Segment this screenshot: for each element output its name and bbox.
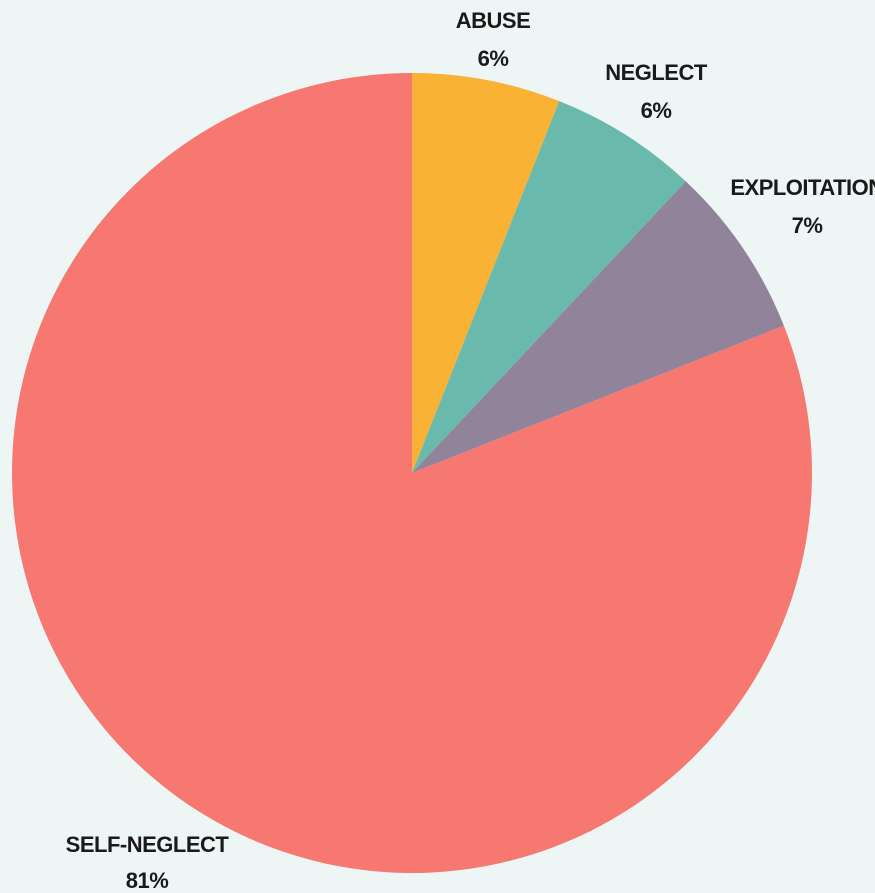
slice-label-name: SELF-NEGLECT — [66, 832, 230, 857]
pie-labels: ABUSE 6% NEGLECT 6% EXPLOITATION 7% SELF-NEGLE… — [66, 8, 875, 893]
slice-label-value: 7% — [792, 213, 823, 238]
slice-label-value: 6% — [478, 46, 509, 71]
pie-slice-self-neglect — [11, 73, 812, 874]
pie-slice-abuse — [412, 73, 560, 473]
slice-label-name: EXPLOITATION — [730, 175, 875, 200]
pie-slice-neglect — [412, 101, 686, 473]
slice-label-name: NEGLECT — [605, 60, 708, 85]
slice-label-name: ABUSE — [456, 8, 531, 33]
slice-label-value: 6% — [641, 98, 672, 123]
pie-slices — [11, 73, 812, 874]
slice-label-value: 81% — [126, 868, 169, 893]
pie-slice-exploitation — [412, 181, 784, 473]
